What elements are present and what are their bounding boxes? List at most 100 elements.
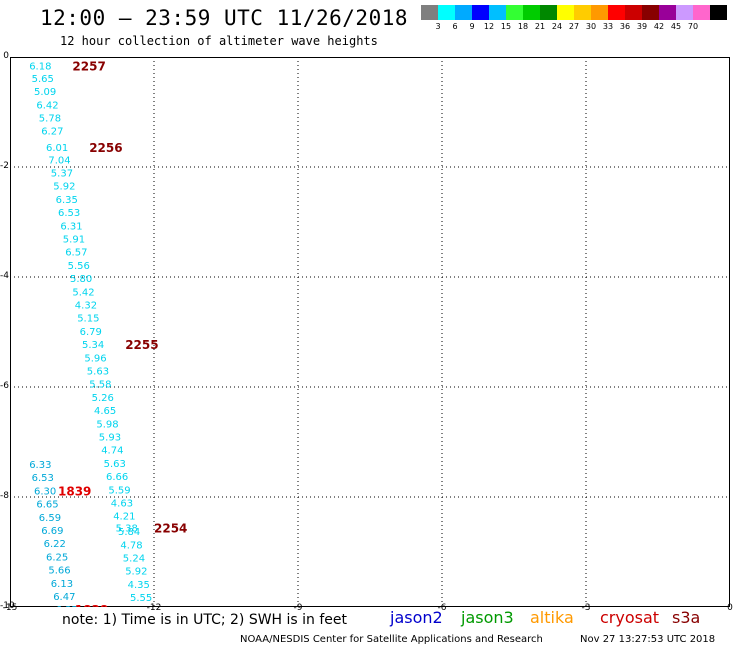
- x-tick-label: -12: [146, 603, 162, 613]
- x-tick-label: -3: [581, 603, 591, 613]
- legend-swatch: [710, 5, 727, 20]
- wave-height-point: 5.58: [89, 380, 111, 391]
- time-label: 2257: [72, 59, 105, 73]
- wave-height-point: 5.42: [72, 287, 94, 298]
- legend-label: 30: [585, 22, 597, 31]
- wave-height-point: 7.04: [48, 155, 70, 166]
- wave-height-point: 5.55: [130, 593, 152, 604]
- legend-label: 33: [602, 22, 614, 31]
- wave-height-point: 4.35: [128, 580, 150, 591]
- wave-height-point: 6.35: [56, 195, 78, 206]
- wave-height-point: 5.91: [63, 235, 85, 246]
- wave-height-point: 6.47: [53, 592, 75, 603]
- wave-height-point: 6.69: [41, 526, 63, 537]
- wave-height-point: 6.42: [36, 100, 58, 111]
- legend-swatch: [676, 5, 693, 20]
- color-legend: 3 6 9 12 15 18 21 24 27 30 33 36 39 42 45 70 (ft): [421, 5, 727, 32]
- satellite-label-cryosat: cryosat: [600, 608, 660, 627]
- wave-height-point: 6.66: [106, 472, 128, 483]
- legend-label: 45: [670, 22, 682, 31]
- wave-height-point: 5.37: [51, 169, 73, 180]
- legend-label: 6: [452, 22, 458, 31]
- y-tick-label: -2: [0, 161, 9, 171]
- legend-label: 9: [469, 22, 475, 31]
- wave-height-point: 6.22: [44, 539, 66, 550]
- wave-height-point: 5.65: [32, 74, 54, 85]
- legend-label: 18: [517, 22, 529, 31]
- wave-height-point: 5.57: [132, 606, 154, 607]
- wave-height-point: 6.65: [36, 500, 58, 511]
- wave-height-point: 6.57: [65, 248, 87, 259]
- wave-height-point: 4.63: [111, 499, 133, 510]
- legend-unit: (ft): [713, 7, 726, 16]
- wave-height-point: 5.59: [108, 485, 130, 496]
- time-label: 1838: [75, 603, 108, 607]
- legend-label: 70: [687, 22, 699, 31]
- legend-swatch: [489, 5, 506, 20]
- wave-height-point: 6.18: [29, 61, 51, 72]
- time-label: 2254: [154, 521, 187, 535]
- legend-swatch: [421, 5, 438, 20]
- legend-swatch: [557, 5, 574, 20]
- wave-height-point: 5.78: [39, 114, 61, 125]
- x-tick-label: 0: [727, 603, 733, 613]
- legend-swatch: [540, 5, 557, 20]
- wave-height-point: 6.33: [29, 460, 51, 471]
- time-label: 2256: [89, 141, 122, 155]
- wave-height-point: 5.38: [116, 523, 138, 534]
- wave-height-point: 5.63: [104, 459, 126, 470]
- wave-height-point: 5.96: [84, 353, 106, 364]
- wave-height-point: 5.63: [87, 367, 109, 378]
- legend-swatch: [591, 5, 608, 20]
- legend-swatch: [659, 5, 676, 20]
- wave-height-point: 6.01: [46, 143, 68, 154]
- wave-height-point: 5.92: [53, 182, 75, 193]
- legend-label: 21: [534, 22, 546, 31]
- legend-swatch: [625, 5, 642, 20]
- wave-height-point: 5.34: [82, 340, 104, 351]
- legend-label: 42: [653, 22, 665, 31]
- legend-swatch: [472, 5, 489, 20]
- wave-height-point: 4.78: [120, 540, 142, 551]
- wave-height-point: 6.53: [58, 208, 80, 219]
- wave-height-point: 6.25: [46, 552, 68, 563]
- page-title: 12:00 — 23:59 UTC 11/26/2018: [40, 6, 409, 30]
- satellite-label-s3a: s3a: [672, 608, 701, 627]
- legend-swatch: [608, 5, 625, 20]
- time-label: 2255: [125, 338, 158, 352]
- timestamp-text: Nov 27 13:27:53 UTC 2018: [580, 634, 716, 645]
- legend-label: 27: [568, 22, 580, 31]
- wave-height-point: 6.27: [41, 127, 63, 138]
- wave-height-point: 5.93: [99, 433, 121, 444]
- wave-height-point: 5.84: [118, 527, 140, 538]
- wave-height-map: 6.18 5.65 5.09 6.42 5.78 6.27 6.017.04 5.37 5.92…: [10, 57, 730, 607]
- wave-height-point: 5.09: [34, 87, 56, 98]
- y-tick-label: -6: [0, 381, 9, 391]
- legend-swatch: [693, 5, 710, 20]
- wave-height-point: 4.74: [101, 446, 123, 457]
- legend-label: 24: [551, 22, 563, 31]
- wave-height-point: 5.24: [123, 554, 145, 565]
- legend-swatch: [455, 5, 472, 20]
- legend-swatch: [574, 5, 591, 20]
- legend-swatches: [421, 5, 727, 20]
- legend-label: 15: [500, 22, 512, 31]
- satellite-label-altika: altika: [530, 608, 574, 627]
- legend-label: 3: [435, 22, 441, 31]
- wave-height-point: 5.92: [125, 567, 147, 578]
- wave-height-point: 6.79: [80, 327, 102, 338]
- y-tick-label: -10: [0, 601, 15, 611]
- page-subtitle: 12 hour collection of altimeter wave hei…: [60, 34, 378, 48]
- x-tick-label: -9: [293, 603, 303, 613]
- wave-height-point: 6.13: [51, 579, 73, 590]
- satellite-label-jason3: jason3: [461, 608, 514, 627]
- y-tick-label: -8: [0, 491, 9, 501]
- wave-height-point: 5.26: [92, 393, 114, 404]
- credit-text: NOAA/NESDIS Center for Satellite Applica…: [240, 634, 543, 645]
- wave-height-point: 6.59: [39, 513, 61, 524]
- legend-label: 39: [636, 22, 648, 31]
- wave-height-point: 4.32: [75, 301, 97, 312]
- time-label: 1839: [58, 484, 91, 498]
- legend-label: 36: [619, 22, 631, 31]
- wave-height-point: 5.66: [48, 566, 70, 577]
